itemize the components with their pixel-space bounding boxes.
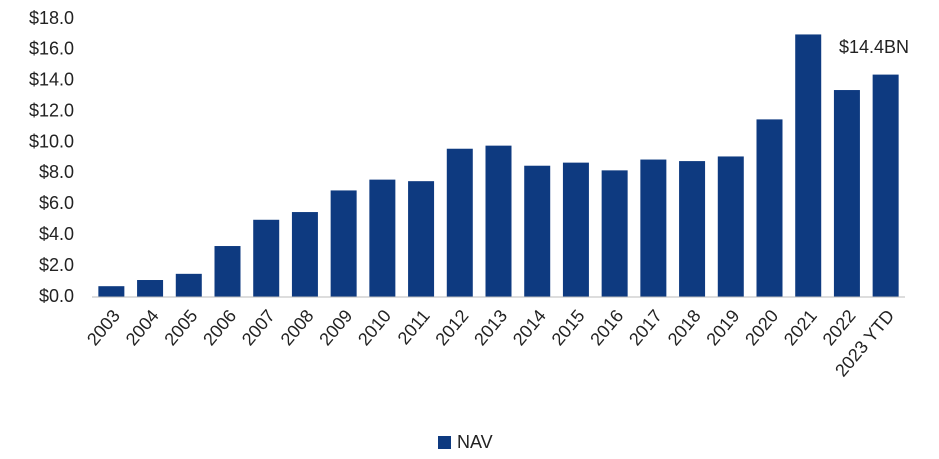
x-tick-label: 2014 [509, 306, 550, 350]
bar [214, 246, 241, 297]
x-tick-label: 2015 [548, 306, 589, 350]
bar [833, 90, 860, 298]
x-tick-label: 2008 [277, 306, 318, 350]
bar [872, 74, 899, 297]
bar [137, 280, 164, 297]
y-tick-label: $6.0 [39, 193, 74, 213]
x-tick-label: 2018 [664, 306, 705, 350]
bar [640, 159, 667, 297]
bar [369, 179, 396, 297]
x-tick-label: 2009 [315, 306, 356, 350]
x-tick-label: 2005 [160, 306, 201, 350]
bar [291, 212, 318, 297]
bar [98, 286, 125, 297]
legend-swatch [438, 436, 451, 449]
x-tick-label: 2020 [741, 306, 782, 350]
y-tick-label: $14.0 [29, 70, 74, 90]
bar [446, 148, 473, 297]
bar [175, 273, 202, 297]
y-tick-label: $4.0 [39, 224, 74, 244]
x-tick-label: 2006 [199, 306, 240, 350]
x-tick-label: 2016 [586, 306, 627, 350]
bar [679, 161, 706, 297]
x-tick-label: 2017 [625, 306, 666, 350]
bar [524, 165, 551, 297]
bar [795, 34, 822, 297]
bar [756, 119, 783, 297]
x-tick-label: 2013 [470, 306, 511, 350]
x-tick-label: 2004 [122, 306, 163, 350]
x-tick-label: 2007 [238, 306, 279, 350]
bar [562, 162, 589, 297]
y-tick-label: $2.0 [39, 255, 74, 275]
bar [253, 219, 280, 297]
x-tick-label: 2003 [83, 306, 124, 350]
x-tick-label: 2019 [702, 306, 743, 350]
x-tick-label: 2021 [780, 306, 821, 350]
y-tick-label: $12.0 [29, 100, 74, 120]
x-tick-label: 2011 [394, 306, 434, 349]
annotation: $14.4BN [839, 37, 909, 57]
y-tick-label: $16.0 [29, 39, 74, 59]
y-tick-label: $18.0 [29, 8, 74, 28]
y-tick-label: $8.0 [39, 162, 74, 182]
x-tick-label: 2010 [354, 306, 395, 350]
x-tick-label: 2012 [431, 306, 472, 350]
bar [601, 170, 628, 297]
bar [330, 190, 357, 297]
y-tick-label: $10.0 [29, 131, 74, 151]
bar [485, 145, 512, 297]
legend-label: NAV [457, 432, 493, 452]
bar [408, 181, 435, 297]
y-tick-label: $0.0 [39, 286, 74, 306]
bar [717, 156, 744, 297]
